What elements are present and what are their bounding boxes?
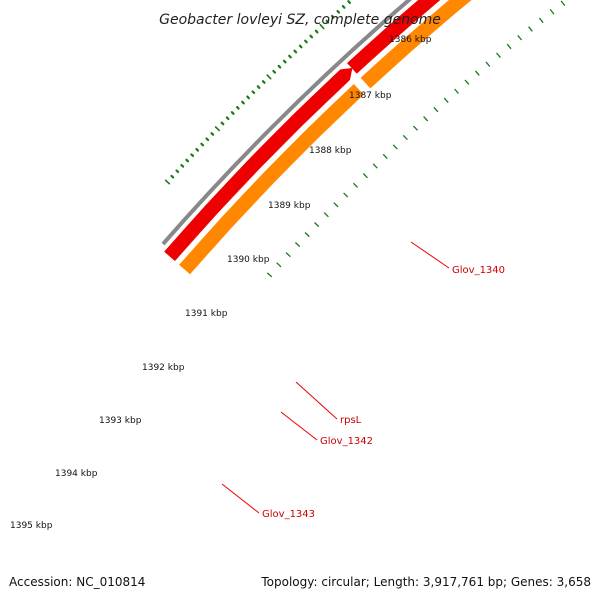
inner-tick: [323, 212, 329, 218]
tick-dot: [230, 111, 235, 115]
inner-tick: [304, 232, 310, 238]
tick-dot: [341, 4, 346, 9]
inner-tick: [276, 262, 282, 268]
tick-label-1391: 1391 kbp: [185, 309, 228, 319]
tick-dot: [164, 179, 171, 185]
inner-tick: [517, 34, 523, 41]
genome-title: Geobacter lovleyi SZ, complete genome: [159, 12, 441, 28]
tick-label-1392: 1392 kbp: [142, 363, 185, 373]
inner-tick: [538, 17, 544, 24]
inner-tick: [266, 272, 273, 278]
callout-line-rpsl: [295, 381, 338, 420]
tick-dot: [205, 137, 210, 142]
tick-label-1386: 1386 kbp: [389, 35, 432, 45]
tick-dot: [200, 142, 205, 147]
inner-tick: [392, 144, 398, 150]
tick-dot: [325, 19, 330, 24]
tick-label-1393: 1393 kbp: [99, 416, 142, 426]
tick-dot: [190, 153, 195, 157]
tick-label-1395: 1395 kbp: [10, 521, 53, 531]
inner-tick: [464, 79, 470, 85]
tick-dot: [288, 54, 292, 59]
tick-label-1388: 1388 kbp: [309, 146, 352, 156]
tick-dot: [309, 34, 314, 39]
tick-label-1394: 1394 kbp: [55, 469, 98, 479]
tick-labels: 1386 kbp 1387 kbp 1388 kbp 1389 kbp 1390…: [10, 35, 432, 531]
gene-label-glov-1340: Glov_1340: [452, 265, 505, 276]
tick-dot: [246, 95, 250, 100]
tick-label-1390: 1390 kbp: [227, 255, 270, 265]
tick-dot: [180, 164, 185, 168]
tick-dot: [220, 121, 225, 126]
tick-dot: [236, 105, 240, 110]
tick-dot: [225, 116, 230, 121]
gene-label-glov-1342: Glov_1342: [320, 436, 373, 447]
inner-tick: [454, 88, 459, 94]
callout-line-glov-1342: [280, 411, 318, 441]
tick-dot: [314, 29, 319, 34]
feature-tracks: [161, 0, 472, 275]
tick-dot: [298, 44, 303, 49]
tick-dot: [185, 158, 190, 163]
tick-dot: [266, 74, 272, 80]
inner-tick: [474, 70, 480, 76]
inner-tick: [485, 61, 491, 67]
backbone-arc: [161, 0, 413, 246]
tick-dot: [347, 0, 351, 5]
inner-tick: [362, 173, 368, 179]
callout-line-glov-1340: [410, 241, 450, 269]
tick-dot: [282, 59, 287, 64]
inner-tick: [382, 153, 388, 160]
cds-glov-1339: [164, 67, 353, 262]
tick-dot: [319, 23, 325, 30]
inner-tick: [496, 52, 501, 59]
tick-dot: [210, 132, 215, 136]
tick-dot: [261, 80, 266, 84]
cds-orange-2: [360, 0, 472, 89]
cds-orange-1: [179, 83, 364, 275]
inner-tick: [333, 202, 339, 208]
accession-text: Accession: NC_010814: [9, 575, 145, 589]
inner-tick: [372, 163, 378, 169]
inner-tick: [294, 242, 301, 248]
gene-label-rpsl: rpsL: [340, 415, 362, 426]
inner-tick: [506, 43, 512, 50]
scale-ticks: [164, 0, 566, 278]
topology-text: Topology: circular; Length: 3,917,761 bp…: [260, 575, 591, 589]
tick-label-1387: 1387 kbp: [349, 91, 392, 101]
tick-dot: [304, 39, 308, 44]
inner-tick: [343, 192, 349, 198]
inner-tick: [423, 116, 429, 122]
gene-label-glov-1343: Glov_1343: [262, 509, 315, 520]
tick-dot: [256, 85, 261, 90]
cds-glov-1340: [346, 0, 441, 74]
tick-dot: [170, 174, 175, 179]
inner-tick: [549, 8, 555, 15]
gene-callouts: [221, 241, 450, 514]
tick-dot: [272, 69, 277, 74]
tick-dot: [241, 100, 245, 105]
inner-tick: [285, 252, 291, 258]
inner-tick: [412, 125, 418, 131]
inner-tick: [402, 134, 408, 141]
tick-dot: [277, 64, 282, 69]
tick-dot: [336, 9, 341, 14]
tick-dot: [251, 90, 256, 95]
inner-tick: [443, 97, 449, 104]
inner-tick: [560, 0, 566, 7]
tick-dot: [214, 126, 220, 132]
tick-label-1389: 1389 kbp: [268, 201, 311, 211]
inner-tick: [352, 182, 359, 188]
inner-tick: [314, 222, 320, 228]
tick-dot: [293, 49, 298, 54]
tick-dot: [195, 148, 200, 152]
inner-tick: [528, 26, 533, 32]
callout-line-glov-1343: [221, 483, 260, 514]
tick-dot: [175, 169, 180, 174]
inner-tick: [433, 106, 439, 113]
tick-dot: [331, 14, 335, 19]
